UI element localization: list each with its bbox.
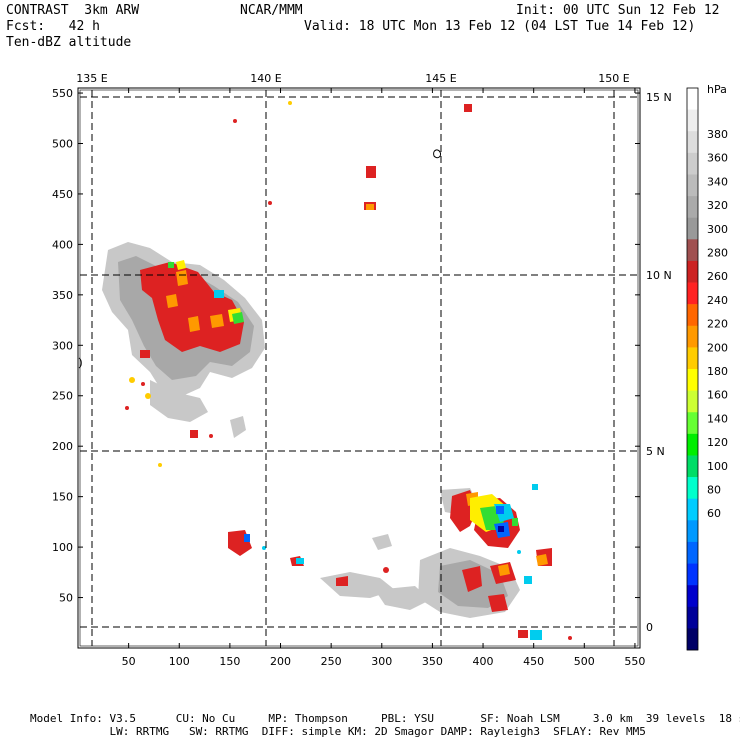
colorbar-swatch	[687, 217, 698, 240]
colorbar-label: 160	[707, 389, 728, 402]
forecast-hour: Fcst: 42 h	[6, 19, 100, 34]
colorbar-swatch	[687, 174, 698, 197]
y-tick-label: 550	[52, 87, 73, 100]
reflectivity-field	[102, 101, 572, 640]
colorbar-swatch	[687, 520, 698, 543]
colorbar-swatch	[687, 304, 698, 327]
colorbar-label: 60	[707, 507, 721, 520]
colorbar-swatch	[687, 433, 698, 456]
colorbar-label: 360	[707, 152, 728, 165]
colorbar-frame	[686, 87, 699, 651]
colorbar-label: 240	[707, 294, 728, 307]
colorbar-swatch	[687, 541, 698, 564]
lat-label: 0	[646, 621, 653, 634]
colorbar-swatch	[687, 152, 698, 175]
colorbar-swatch	[687, 606, 698, 629]
model-title: CONTRAST 3km ARW	[6, 3, 140, 18]
x-axis: 50 100 150 200 250 300 350 400 450 500 550	[122, 88, 645, 668]
colorbar-label: 100	[707, 460, 728, 473]
colorbar-swatch	[687, 282, 698, 305]
colorbar-swatch	[687, 260, 698, 283]
lon-label: 145 E	[425, 72, 456, 85]
colorbar-swatch	[687, 196, 698, 218]
colorbar-label: 220	[707, 318, 728, 331]
colorbar-swatch	[687, 109, 698, 132]
colorbar-swatch	[687, 131, 698, 154]
x-tick-label: 550	[624, 655, 645, 668]
plot-inner-frame	[79, 89, 639, 647]
plot-frame	[77, 87, 641, 649]
colorbar-swatch	[687, 628, 698, 651]
field-name: Ten-dBZ altitude	[6, 35, 132, 50]
colorbar-swatch	[687, 412, 698, 435]
footer-model-info: Model Info: V3.5 CU: No Cu MP: Thompson …	[30, 712, 740, 725]
x-tick-label: 50	[122, 655, 136, 668]
colorbar-swatch	[687, 563, 698, 586]
colorbar-label: 340	[707, 175, 728, 188]
colorbar-swatch	[687, 498, 698, 521]
y-axis: 50 100 150 200 250 300 350 400 450 500 550	[52, 87, 640, 605]
x-tick-label: 300	[371, 655, 392, 668]
colorbar-swatch	[687, 477, 698, 499]
y-tick-label: 350	[52, 289, 73, 302]
colorbar-swatch	[687, 88, 698, 110]
y-tick-label: 400	[52, 238, 73, 251]
colorbar-label: 300	[707, 223, 728, 236]
lat-label: 5 N	[646, 445, 665, 458]
center-label: NCAR/MMM	[240, 3, 303, 18]
colorbar-swatch	[687, 369, 698, 391]
lon-label: 150 E	[598, 72, 629, 85]
colorbar-swatch	[687, 455, 698, 478]
colorbar-label: 120	[707, 436, 728, 449]
y-tick-label: 500	[52, 137, 73, 150]
x-tick-label: 400	[473, 655, 494, 668]
lat-label: 10 N	[646, 269, 672, 282]
colorbar-swatch	[687, 239, 698, 262]
colorbar-swatch	[687, 325, 698, 348]
colorbar-swatch	[687, 585, 698, 608]
footer-physics-info: LW: RRTMG SW: RRTMG DIFF: simple KM: 2D …	[30, 725, 646, 738]
init-time: Init: 00 UTC Sun 12 Feb 12	[516, 3, 720, 18]
x-tick-label: 100	[169, 655, 190, 668]
valid-time: Valid: 18 UTC Mon 13 Feb 12 (04 LST Tue …	[304, 19, 696, 34]
y-tick-label: 300	[52, 339, 73, 352]
colorbar-label: 80	[707, 484, 721, 497]
colorbar-label: 260	[707, 270, 728, 283]
x-tick-label: 250	[321, 655, 342, 668]
y-tick-label: 150	[52, 491, 73, 504]
x-tick-label: 350	[422, 655, 443, 668]
lon-label: 135 E	[76, 72, 107, 85]
colorbar-label: 200	[707, 341, 728, 354]
x-tick-label: 450	[523, 655, 544, 668]
x-tick-label: 200	[270, 655, 291, 668]
colorbar-swatch	[687, 390, 698, 413]
latlon-grid	[80, 90, 638, 646]
x-tick-label: 500	[574, 655, 595, 668]
island-coastline-west	[78, 357, 82, 369]
y-tick-label: 100	[52, 541, 73, 554]
colorbar-label: 140	[707, 412, 728, 425]
y-tick-label: 450	[52, 188, 73, 201]
x-tick-label: 150	[219, 655, 240, 668]
y-tick-label: 200	[52, 440, 73, 453]
colorbar-swatch	[687, 347, 698, 370]
colorbar-label: 380	[707, 128, 728, 141]
colorbar-label: 280	[707, 247, 728, 260]
colorbar-label: 180	[707, 365, 728, 378]
colorbar-unit: hPa	[707, 83, 727, 96]
lat-label: 15 N	[646, 91, 672, 104]
island-coastline	[433, 149, 441, 159]
lon-label: 140 E	[250, 72, 281, 85]
y-tick-label: 250	[52, 390, 73, 403]
colorbar: hPa 380 360 340 320 300 280 260 240 220 200 180 160 1…	[686, 83, 728, 651]
geo-labels: 135 E 140 E 145 E 150 E 15 N 10 N 5 N 0	[76, 72, 671, 634]
colorbar-label: 320	[707, 199, 728, 212]
y-tick-label: 50	[59, 592, 73, 605]
